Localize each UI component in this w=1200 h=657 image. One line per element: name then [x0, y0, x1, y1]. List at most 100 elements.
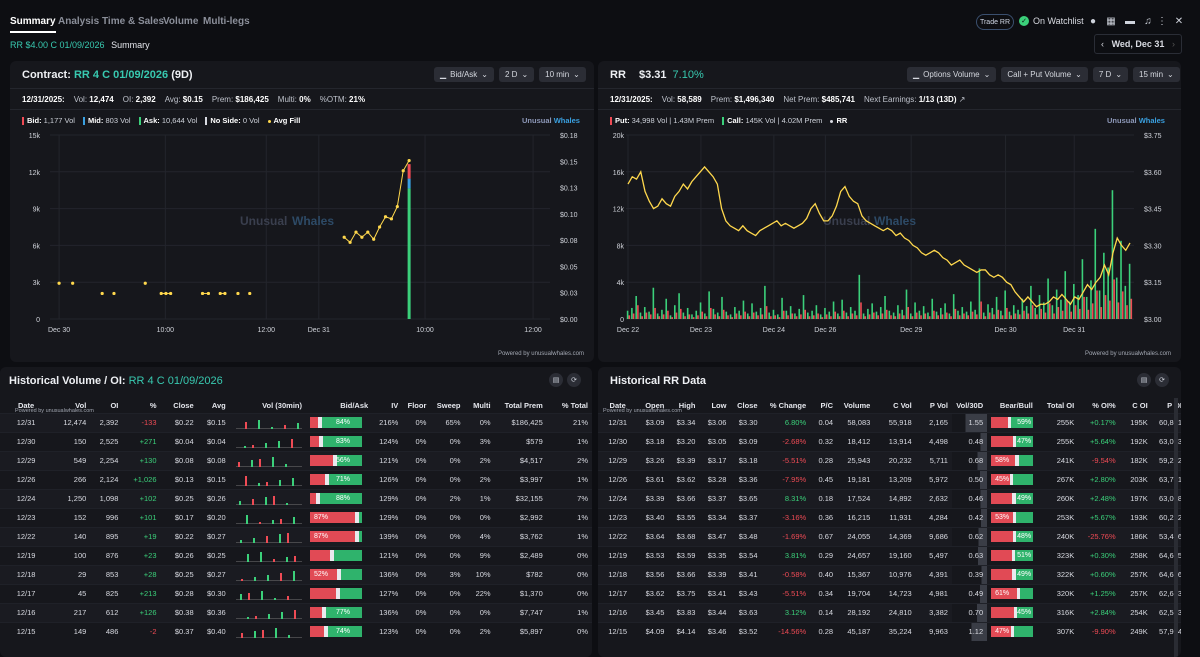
oi-pct-cell: +2.84%	[1078, 602, 1120, 622]
table-row[interactable]: 12/23 $3.40 $3.55 $3.34 $3.37 -3.16% 0.36 16,21…	[598, 507, 1181, 527]
table-row[interactable]: 12/24 $3.39 $3.66 $3.37 $3.65 8.31% 0.18 17,524…	[598, 488, 1181, 508]
table-row[interactable]: 12/15 149 486 -2 $0.37 $0.40 74% 123% 0% 0% 2% $5,8…	[0, 621, 592, 641]
column-header[interactable]: Bear/Bull	[999, 400, 1033, 410]
volume-cell: 17,524	[837, 488, 875, 508]
column-header[interactable]: Sweep	[436, 400, 461, 410]
table-row[interactable]: 12/23 152 996 +101 $0.17 $0.20 87% 129% 0% 0% 0% $2…	[0, 507, 592, 527]
contract-link[interactable]: RR $4.00 C 01/09/2026	[10, 40, 105, 50]
add-icon[interactable]: ●	[1089, 15, 1097, 27]
column-header[interactable]: Volume	[843, 400, 871, 410]
column-header[interactable]: OI	[110, 400, 119, 410]
column-header[interactable]: % Total	[561, 400, 588, 410]
export-icon[interactable]: ▤	[549, 373, 563, 387]
tab-analysis[interactable]: Analysis	[58, 16, 100, 27]
table-row[interactable]: 12/26 $3.61 $3.62 $3.28 $3.36 -7.95% 0.45 19,18…	[598, 469, 1181, 489]
table-row[interactable]: 12/29 $3.26 $3.39 $3.17 $3.18 -5.51% 0.28 25,94…	[598, 450, 1181, 470]
refresh-icon[interactable]: ⟳	[1155, 373, 1169, 387]
column-header[interactable]: C OI	[1132, 400, 1148, 410]
more-icon[interactable]: ⋮	[1157, 15, 1167, 27]
column-header[interactable]: Date	[17, 400, 35, 410]
table-row[interactable]: 12/19 100 876 +23 $0.26 $0.25 121% 0% 0% 9% $2,489…	[0, 545, 592, 565]
table-row[interactable]: 12/16 $3.45 $3.83 $3.44 $3.63 3.12% 0.14 28,192…	[598, 602, 1181, 622]
column-header[interactable]: Open	[645, 400, 665, 410]
column-header[interactable]: P Vol	[929, 400, 948, 410]
trade-button[interactable]: Trade RR	[976, 14, 1014, 30]
table-row[interactable]: 12/24 1,250 1,098 +102 $0.25 $0.26 88% 129% 0% 2%…	[0, 488, 592, 508]
legend-item[interactable]: Mid: 803 Vol	[82, 116, 131, 126]
table-row[interactable]: 12/31 12,474 2,392 -133 $0.22 $0.15 84% 216% 0% 6…	[0, 412, 592, 432]
table-row[interactable]: 12/22 140 895 +19 $0.22 $0.27 87% 139% 0% 0% 4% $3,…	[0, 526, 592, 546]
range-dropdown[interactable]: 7 D ⌄	[1092, 67, 1129, 82]
table-row[interactable]: 12/18 29 853 +28 $0.25 $0.27 52% 136% 0% 3% 10% $78…	[0, 564, 592, 584]
contract-tab[interactable]: Summary	[111, 40, 150, 50]
column-header[interactable]: Vol (30min)	[262, 400, 302, 410]
put-volume-bar	[770, 316, 772, 319]
interval-dropdown[interactable]: 10 min ⌄	[539, 67, 586, 82]
chevron-right-icon[interactable]: ›	[1171, 39, 1175, 49]
column-header[interactable]: %	[149, 400, 157, 410]
table-row[interactable]: 12/30 150 2,525 +271 $0.04 $0.04 83% 124% 0% 0% 3%…	[0, 431, 592, 451]
column-header[interactable]: P/C	[820, 400, 834, 410]
export-icon[interactable]: ▤	[1137, 373, 1151, 387]
tab-multi-legs[interactable]: Multi-legs	[203, 16, 250, 27]
table-row[interactable]: 12/17 45 825 +213 $0.28 $0.30 127% 0% 0% 22% $1,37…	[0, 583, 592, 603]
date-picker[interactable]: ‹ Wed, Dec 31 ›	[1094, 34, 1182, 54]
legend-item[interactable]: No Side: 0 Vol	[205, 116, 260, 126]
options-volume-dropdown[interactable]: ▁ Options Volume ⌄	[907, 67, 997, 82]
tab-time-sales[interactable]: Time & Sales	[102, 16, 165, 27]
column-header[interactable]: Vol	[75, 400, 87, 410]
external-link-icon[interactable]: ↗	[958, 95, 966, 104]
bell-icon[interactable]: ♫	[1144, 15, 1152, 27]
table-row[interactable]: 12/16 217 612 +126 $0.38 $0.36 77% 136% 0% 0% 0% $7…	[0, 602, 592, 622]
close-icon[interactable]: ✕	[1174, 15, 1184, 27]
tab-volume[interactable]: Volume	[163, 16, 199, 27]
column-header[interactable]: Close	[737, 400, 758, 410]
flag-icon[interactable]: ▬	[1125, 15, 1135, 27]
legend-item[interactable]: Call: 145K Vol | 4.02M Prem	[722, 116, 822, 126]
column-header[interactable]: IV	[391, 400, 399, 410]
column-header[interactable]: Bid/Ask	[340, 400, 369, 410]
column-header[interactable]: % Change	[769, 400, 807, 410]
call-put-dropdown[interactable]: Call + Put Volume ⌄	[1001, 67, 1088, 82]
table-row[interactable]: 12/29 549 2,254 +130 $0.08 $0.08 56% 121% 0% 0% 2%…	[0, 450, 592, 470]
table-row[interactable]: 12/18 $3.56 $3.66 $3.39 $3.41 -0.58% 0.40 15,36…	[598, 564, 1181, 584]
table-row[interactable]: 12/19 $3.53 $3.59 $3.35 $3.54 3.81% 0.29 24,657…	[598, 545, 1181, 565]
table-row[interactable]: 12/30 $3.18 $3.20 $3.05 $3.09 -2.68% 0.32 18,41…	[598, 431, 1181, 451]
legend-item[interactable]: Avg Fill	[267, 116, 300, 125]
table-row[interactable]: 12/22 $3.64 $3.68 $3.47 $3.48 -1.69% 0.67 24,05…	[598, 526, 1181, 546]
calculator-icon[interactable]: ▦	[1106, 15, 1116, 27]
table-row[interactable]: 12/26 266 2,124 +1,026 $0.13 $0.15 71% 126% 0% 0%…	[0, 469, 592, 489]
tab-summary[interactable]: Summary	[10, 16, 56, 33]
refresh-icon[interactable]: ⟳	[567, 373, 581, 387]
table-row[interactable]: 12/15 $4.09 $4.14 $3.46 $3.52 -14.56% 0.28 45,1…	[598, 621, 1181, 641]
column-header[interactable]: Close	[173, 400, 194, 410]
legend-item[interactable]: RR	[830, 116, 847, 125]
scrollbar[interactable]	[1174, 398, 1178, 657]
bid-segment	[309, 436, 319, 447]
column-header[interactable]: Total OI	[1046, 400, 1075, 410]
column-header[interactable]: Vol/30D	[956, 400, 984, 410]
chevron-left-icon[interactable]: ‹	[1101, 39, 1104, 49]
column-header[interactable]: C Vol	[893, 400, 912, 410]
table-row[interactable]: 12/31 $3.09 $3.34 $3.06 $3.30 6.80% 0.04 58,083…	[598, 412, 1181, 432]
column-header[interactable]: Floor	[407, 400, 427, 410]
legend-item[interactable]: Ask: 10,644 Vol	[138, 116, 197, 126]
column-header[interactable]: Date	[609, 400, 626, 410]
legend-item[interactable]: Bid: 1,177 Vol	[22, 116, 75, 126]
interval-dropdown[interactable]: 15 min ⌄	[1133, 67, 1180, 82]
watchlist-toggle[interactable]: ✓ On Watchlist	[1019, 16, 1084, 26]
avg-cell: $0.15	[197, 469, 230, 489]
table-row[interactable]: 12/17 $3.62 $3.75 $3.41 $3.43 -5.51% 0.34 19,70…	[598, 583, 1181, 603]
column-header[interactable]: Avg	[211, 400, 226, 410]
column-header[interactable]: Multi	[473, 400, 491, 410]
column-header[interactable]: % OI%	[1092, 400, 1116, 410]
legend-item[interactable]: Put: 34,998 Vol | 1.43M Prem	[610, 116, 714, 126]
poi-cell: 63,701	[1151, 469, 1181, 489]
close-cell: $3.54	[730, 545, 762, 565]
mid-segment	[335, 588, 340, 599]
column-header[interactable]: Low	[711, 400, 727, 410]
bid-ask-dropdown[interactable]: ▁ Bid/Ask ⌄	[434, 67, 494, 82]
range-dropdown[interactable]: 2 D ⌄	[498, 67, 535, 82]
column-header[interactable]: Total Prem	[504, 400, 543, 410]
column-header[interactable]: High	[678, 400, 696, 410]
